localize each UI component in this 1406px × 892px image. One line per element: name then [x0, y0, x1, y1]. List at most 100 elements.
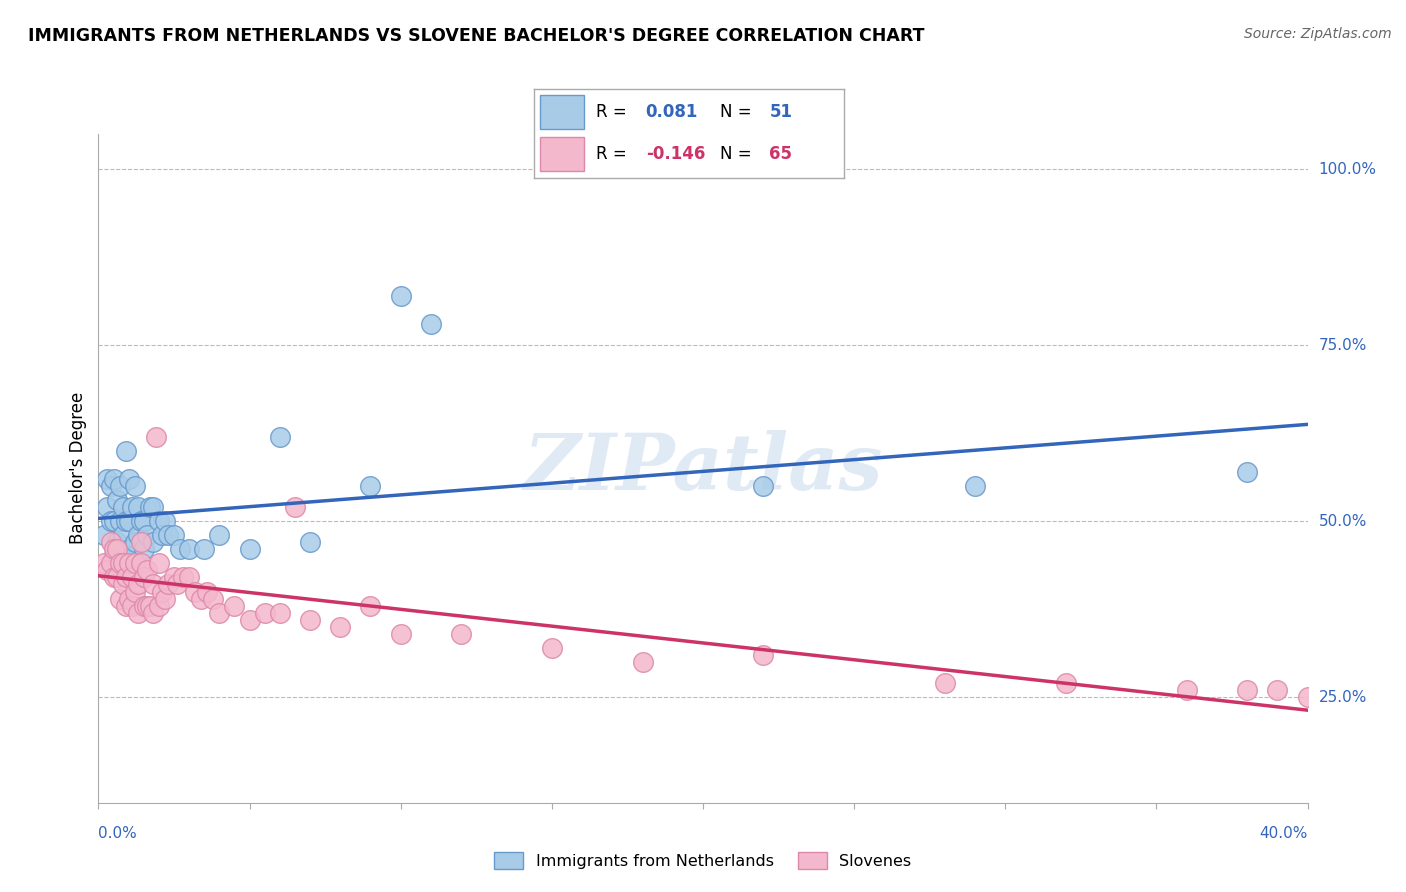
Point — [177, 570, 201, 584]
Point — [169, 542, 191, 557]
Point — [127, 577, 149, 591]
Point — [184, 584, 207, 599]
Point — [1175, 683, 1198, 698]
Point — [752, 648, 775, 662]
Point — [96, 563, 118, 577]
Bar — [540, 95, 583, 129]
Point — [114, 514, 136, 528]
Point — [118, 557, 141, 571]
Point — [139, 500, 162, 514]
Point — [752, 479, 775, 493]
Point — [450, 627, 472, 641]
Point — [132, 599, 155, 613]
Point — [163, 528, 186, 542]
Point — [142, 606, 165, 620]
Point — [1236, 683, 1258, 698]
Point — [100, 479, 122, 493]
Point — [127, 528, 149, 542]
Point — [103, 570, 125, 584]
Bar — [540, 137, 583, 171]
Text: 65: 65 — [769, 145, 793, 163]
Text: 0.0%: 0.0% — [98, 827, 138, 841]
Point — [153, 591, 176, 606]
Point — [105, 542, 128, 557]
Point — [299, 613, 322, 627]
Point — [100, 514, 122, 528]
Point — [150, 584, 173, 599]
Point — [139, 599, 162, 613]
Point — [208, 606, 231, 620]
Point — [124, 584, 146, 599]
Point — [135, 528, 157, 542]
Point — [108, 557, 131, 571]
Point — [121, 500, 143, 514]
Point — [132, 542, 155, 557]
Point — [142, 500, 165, 514]
Point — [118, 472, 141, 486]
Point — [172, 570, 194, 584]
Point — [177, 542, 201, 557]
Point — [108, 479, 131, 493]
Point — [148, 599, 170, 613]
Point — [360, 599, 382, 613]
Point — [105, 493, 128, 508]
Point — [202, 591, 225, 606]
Text: Source: ZipAtlas.com: Source: ZipAtlas.com — [1244, 27, 1392, 41]
Point — [118, 591, 141, 606]
Text: N =: N = — [720, 103, 756, 121]
Y-axis label: Bachelor's Degree: Bachelor's Degree — [69, 392, 87, 544]
Text: N =: N = — [720, 145, 756, 163]
Point — [135, 599, 157, 613]
Point — [100, 557, 122, 571]
Text: R =: R = — [596, 103, 633, 121]
Point — [239, 542, 262, 557]
Point — [124, 557, 146, 571]
Point — [111, 577, 134, 591]
Point — [124, 479, 146, 493]
Legend: Immigrants from Netherlands, Slovenes: Immigrants from Netherlands, Slovenes — [488, 846, 918, 875]
Point — [121, 599, 143, 613]
Point — [360, 479, 382, 493]
Point — [208, 528, 231, 542]
Point — [103, 542, 125, 557]
Point — [269, 606, 291, 620]
Point — [284, 500, 307, 514]
Point — [631, 655, 654, 669]
Point — [150, 528, 173, 542]
Point — [195, 584, 218, 599]
Point — [166, 577, 188, 591]
Point — [142, 535, 165, 549]
Point — [124, 535, 146, 549]
Point — [132, 570, 155, 584]
Point — [269, 429, 291, 443]
Point — [965, 479, 987, 493]
Point — [105, 535, 128, 549]
Point — [103, 549, 125, 564]
Point — [114, 443, 136, 458]
Point — [111, 557, 134, 571]
Text: 100.0%: 100.0% — [1319, 161, 1376, 177]
Point — [93, 528, 115, 542]
Point — [129, 557, 152, 571]
Text: 40.0%: 40.0% — [1260, 827, 1308, 841]
Text: R =: R = — [596, 145, 633, 163]
Point — [114, 570, 136, 584]
Point — [389, 289, 412, 303]
Point — [148, 557, 170, 571]
Text: ZIPatlas: ZIPatlas — [523, 430, 883, 507]
Point — [96, 472, 118, 486]
Point — [103, 514, 125, 528]
Point — [224, 599, 246, 613]
Point — [114, 599, 136, 613]
Point — [127, 606, 149, 620]
Point — [153, 514, 176, 528]
Point — [145, 429, 167, 443]
Point — [239, 613, 262, 627]
Point — [142, 577, 165, 591]
Point — [156, 577, 179, 591]
Point — [163, 570, 186, 584]
Point — [129, 514, 152, 528]
Point — [299, 535, 322, 549]
Point — [105, 570, 128, 584]
Point — [1054, 676, 1077, 690]
